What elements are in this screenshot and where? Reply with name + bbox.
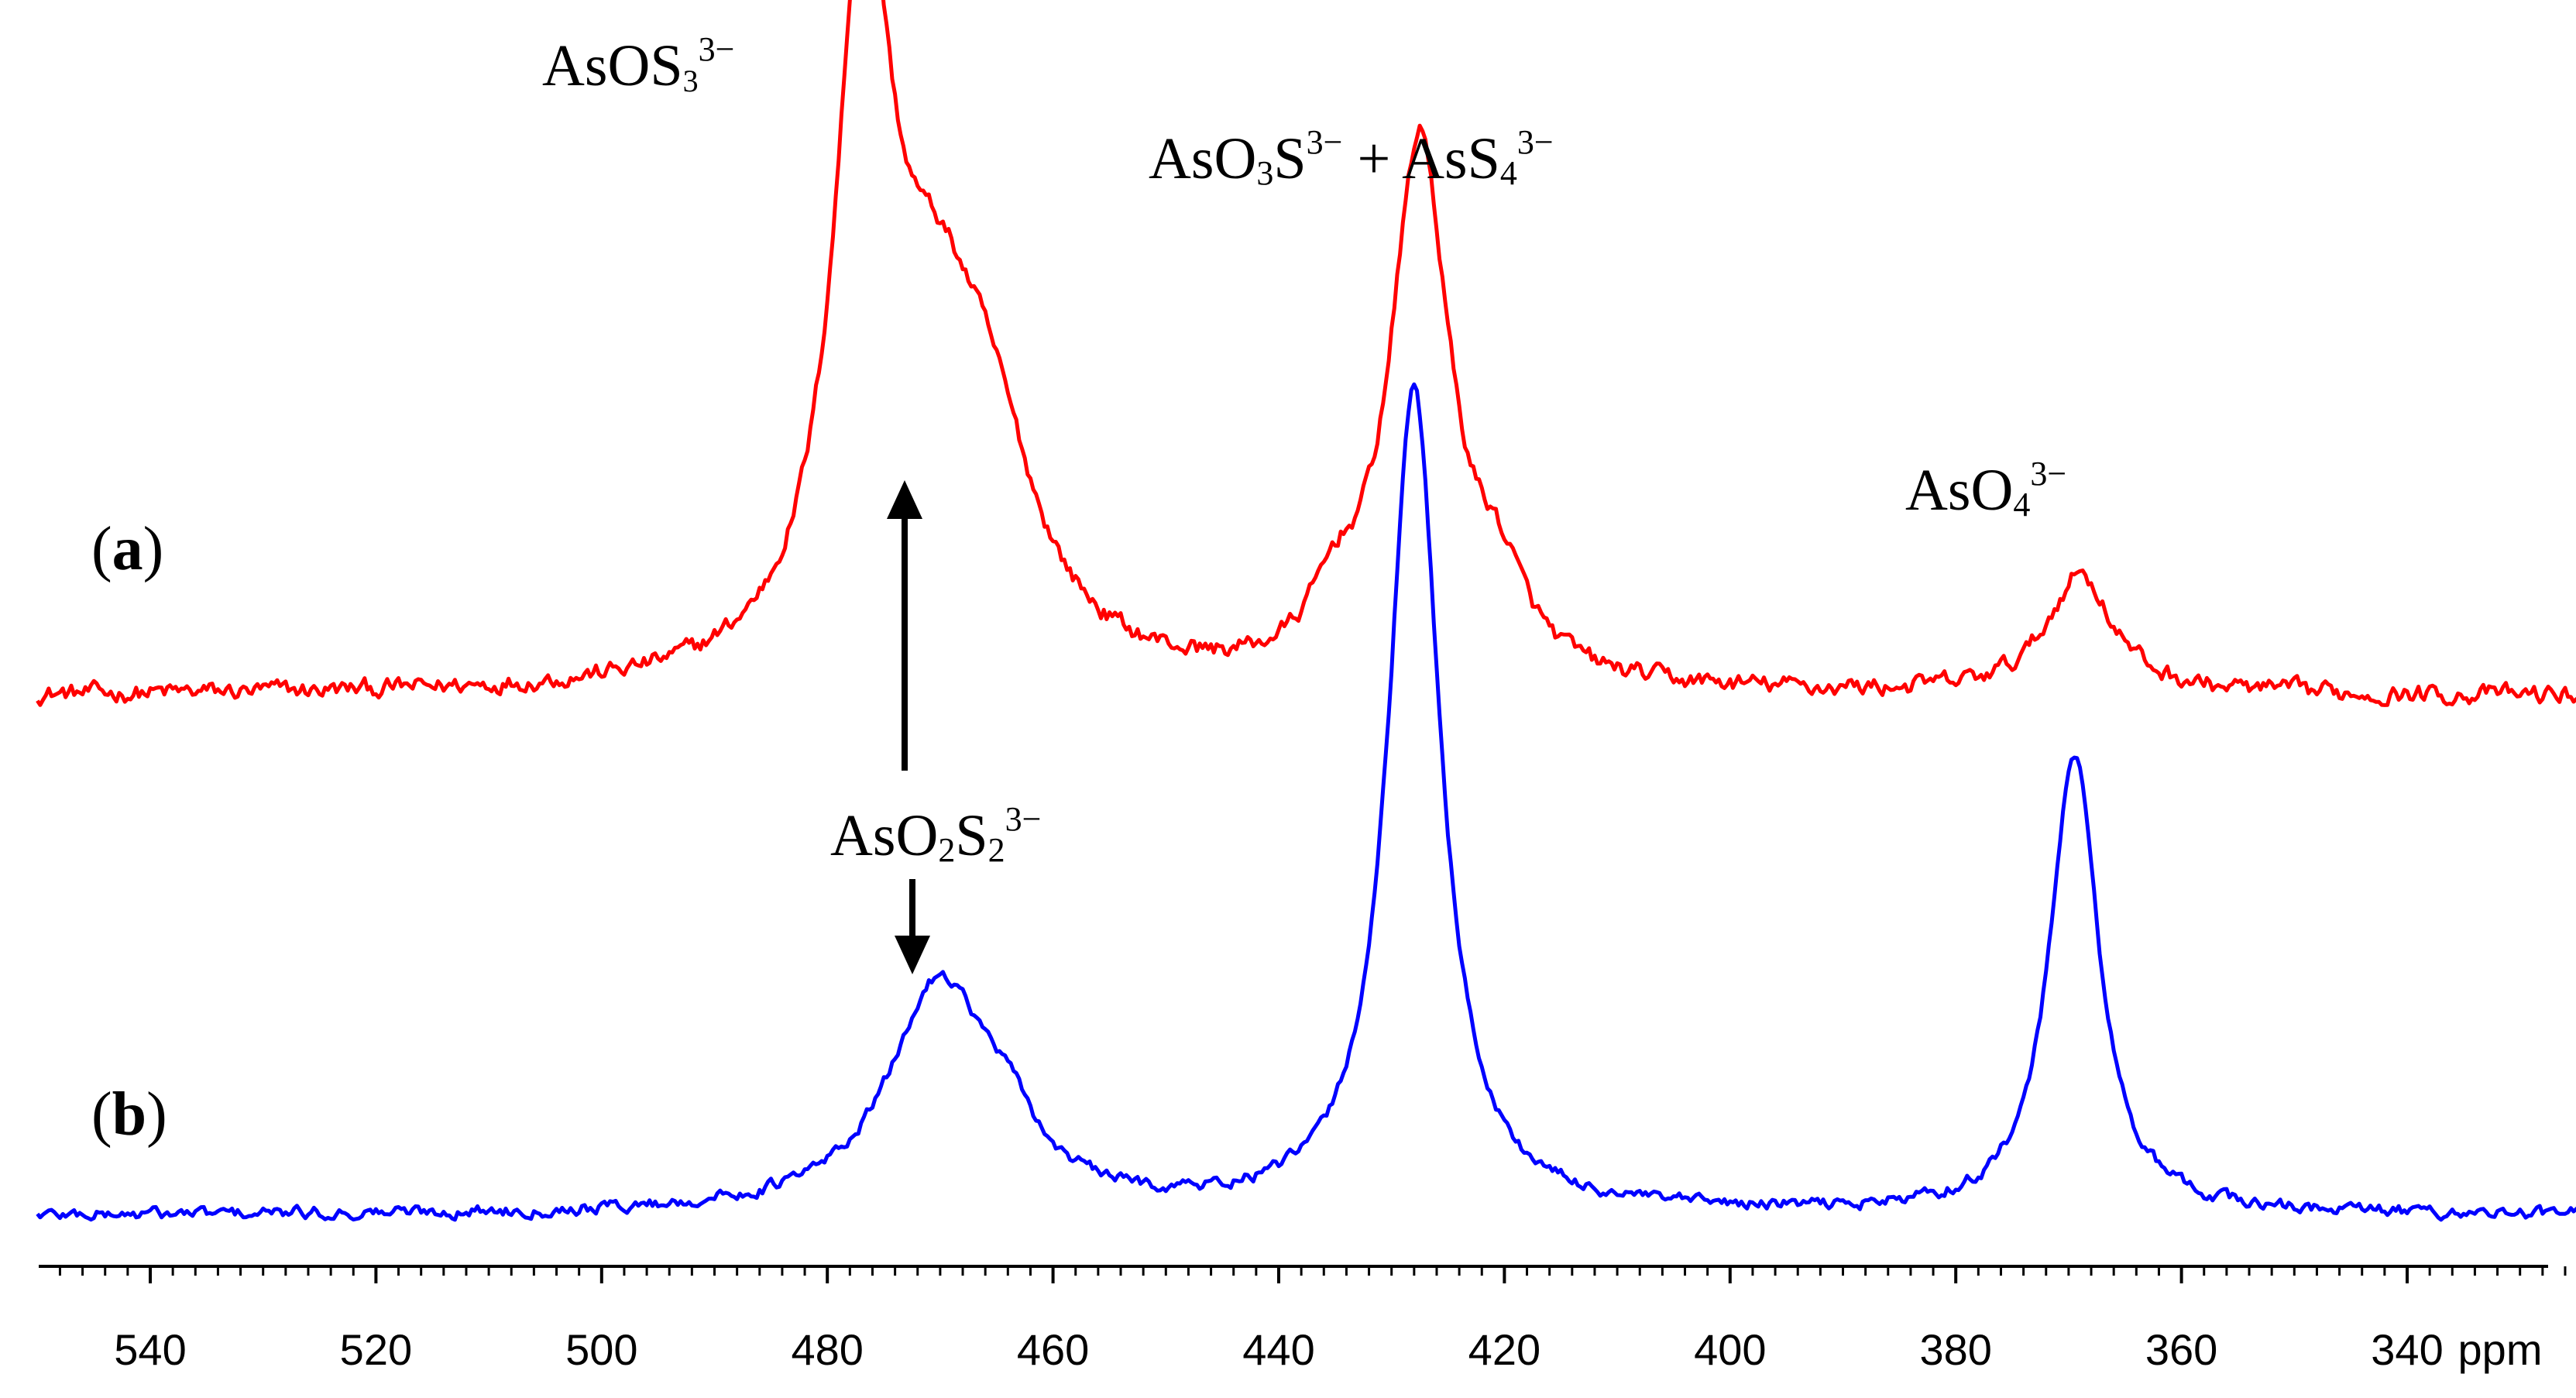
arrow-up (887, 480, 922, 771)
annotation-aso4: AsO43− (1905, 455, 2066, 524)
x-tick-label: 460 (1017, 1325, 1089, 1374)
annotation-asos3: AsOS33− (542, 30, 734, 98)
x-tick-label: 440 (1242, 1325, 1314, 1374)
x-tick-label: 500 (565, 1325, 637, 1374)
panel-label-b: (b) (91, 1080, 167, 1149)
x-tick-label: 420 (1468, 1325, 1540, 1374)
x-axis-label: ppm (2458, 1325, 2543, 1374)
x-tick-label: 480 (791, 1325, 863, 1374)
x-axis-ticks: 540 520 500 480 460 440 420 400 380 360 340 (58, 1266, 2567, 1374)
x-tick-label: 520 (340, 1325, 412, 1374)
x-tick-label: 540 (114, 1325, 186, 1374)
spectrum-trace-a (36, 0, 2576, 707)
annotation-aso2s2: AsO2S23− (830, 800, 1041, 869)
x-tick-label: 400 (1694, 1325, 1766, 1374)
spectrum-trace-b (36, 382, 2576, 1222)
panel-label-a: (a) (91, 515, 163, 583)
x-tick-label: 380 (1919, 1325, 1991, 1374)
x-tick-label: 340 (2371, 1325, 2443, 1374)
x-tick-label: 360 (2145, 1325, 2217, 1374)
annotation-aso3s-ass4: AsO3S3− + AsS43− (1149, 123, 1554, 192)
arrow-down (895, 879, 930, 974)
